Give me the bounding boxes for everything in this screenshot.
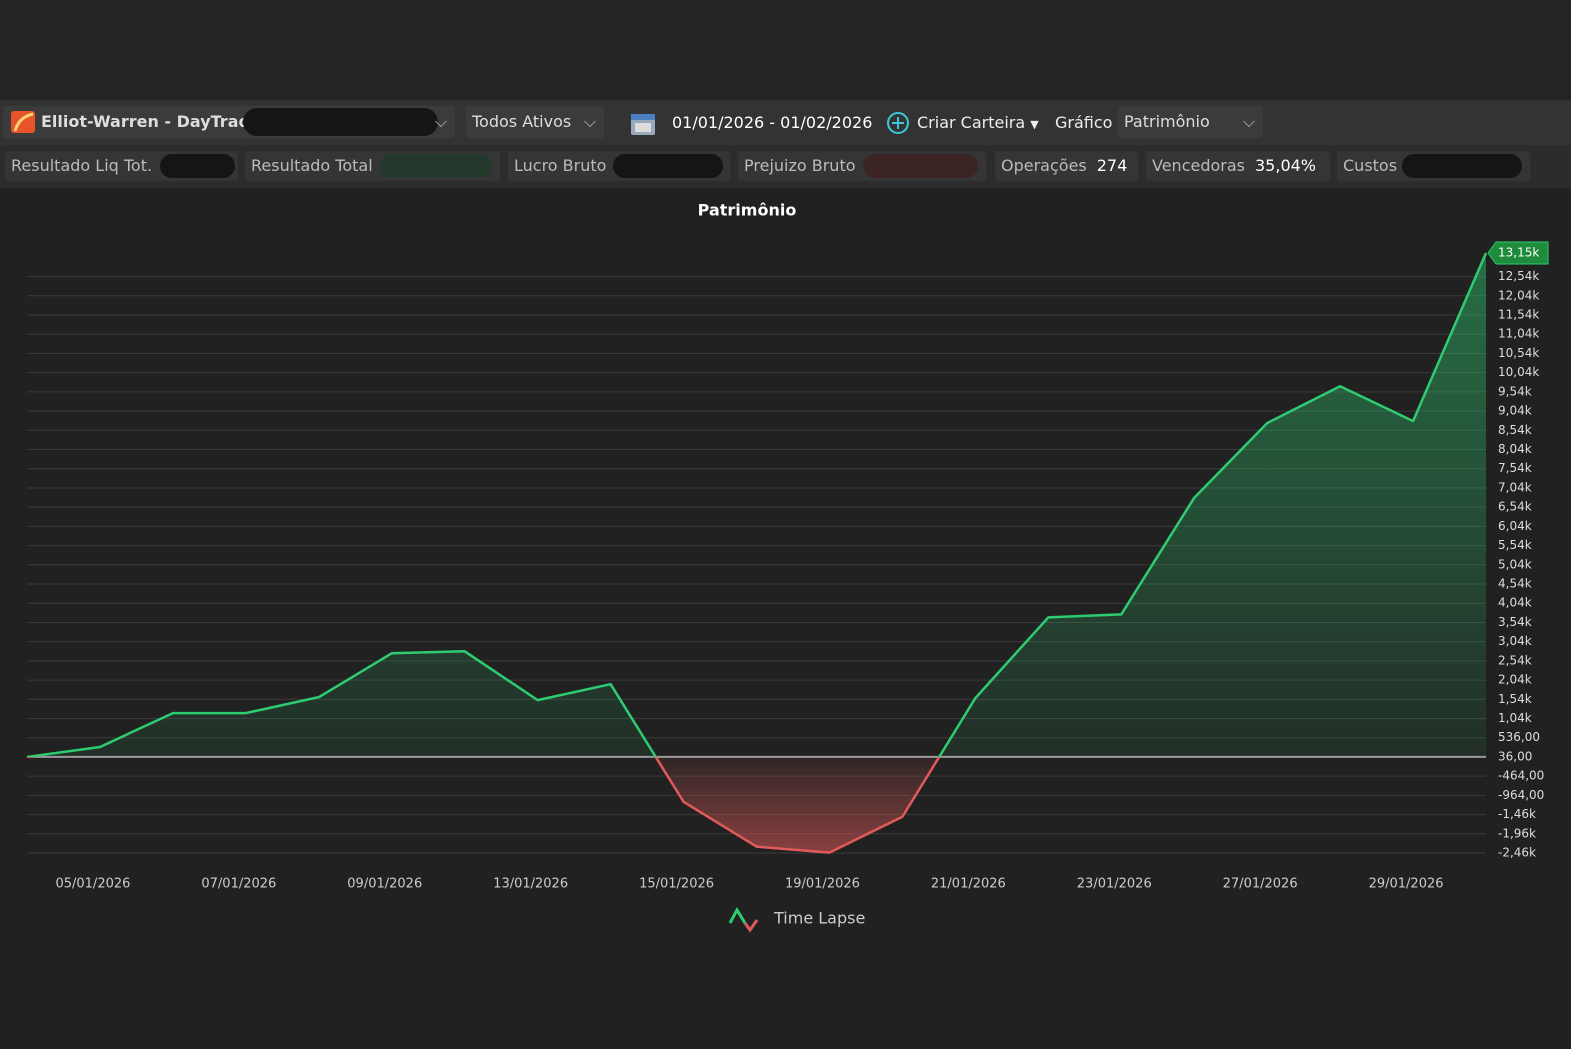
y-tick-label: 2,54k bbox=[1498, 653, 1532, 667]
x-tick-label: 29/01/2026 bbox=[1369, 877, 1444, 892]
title-area bbox=[0, 0, 1571, 100]
redaction bbox=[243, 108, 438, 136]
redaction bbox=[160, 154, 235, 178]
stat-label: Resultado Total bbox=[251, 156, 373, 175]
chart-label: Gráfico bbox=[1055, 113, 1113, 132]
x-tick-label: 09/01/2026 bbox=[347, 877, 422, 892]
y-tick-label: 536,00 bbox=[1498, 730, 1540, 744]
account-select[interactable]: Elliot-Warren - DayTrade ⌵ bbox=[3, 106, 455, 138]
x-tick-label: 07/01/2026 bbox=[201, 877, 276, 892]
y-tick-label: -1,46k bbox=[1498, 807, 1536, 821]
stat: Vencedoras 35,04% bbox=[1146, 151, 1330, 181]
chart-select[interactable]: Patrimônio ⌵ bbox=[1118, 106, 1263, 138]
current-value-tag bbox=[1487, 241, 1549, 265]
y-tick-label: 11,54k bbox=[1498, 308, 1539, 322]
y-tick-label: 4,04k bbox=[1498, 596, 1532, 610]
y-tick-label: 2,04k bbox=[1498, 673, 1532, 687]
y-tick-label: 36,00 bbox=[1498, 749, 1532, 763]
x-tick-label: 15/01/2026 bbox=[639, 877, 714, 892]
create-text: Criar Carteira bbox=[917, 113, 1026, 132]
current-value-label: 13,15k bbox=[1498, 246, 1539, 260]
stats-bar: Resultado Liq Tot. Resultado Total Lucro… bbox=[0, 145, 1571, 188]
x-tick-label: 05/01/2026 bbox=[55, 877, 130, 892]
calendar-icon[interactable] bbox=[630, 110, 656, 136]
y-tick-label: 1,54k bbox=[1498, 692, 1532, 706]
stat-value: 35,04% bbox=[1255, 156, 1317, 175]
y-tick-label: 5,04k bbox=[1498, 557, 1532, 571]
y-tick-label: -1,96k bbox=[1498, 826, 1536, 840]
area bbox=[27, 253, 1486, 853]
stat: Prejuizo Bruto bbox=[738, 151, 986, 181]
dropdown-arrow: ⌵ bbox=[583, 112, 596, 131]
y-tick-label: 11,04k bbox=[1498, 327, 1539, 341]
y-tick-label: 12,54k bbox=[1498, 269, 1539, 283]
dropdown-arrow: ⌵ bbox=[1242, 112, 1255, 131]
stat-label: Custos bbox=[1343, 156, 1398, 175]
y-tick-label: -2,46k bbox=[1498, 846, 1536, 860]
legend-label: Time Lapse bbox=[773, 909, 865, 928]
plus-icon bbox=[887, 112, 909, 134]
create-button[interactable]: Criar Carteira ▼ bbox=[917, 100, 1039, 147]
stat-label: Resultado Liq Tot. bbox=[11, 156, 153, 175]
y-tick-label: 4,54k bbox=[1498, 577, 1532, 591]
chart-select-text: Patrimônio bbox=[1124, 112, 1210, 131]
y-tick-label: 8,54k bbox=[1498, 423, 1532, 437]
y-tick-label: 7,04k bbox=[1498, 480, 1532, 494]
redaction bbox=[863, 154, 978, 178]
y-tick-label: -964,00 bbox=[1498, 788, 1544, 802]
chart: Patrimônio -2,46k -1,96k -1,46k -964,00 -464… bbox=[26, 201, 1549, 933]
y-tick-label: 10,04k bbox=[1498, 365, 1539, 379]
x-tick-label: 27/01/2026 bbox=[1223, 877, 1298, 892]
y-tick-label: -464,00 bbox=[1498, 769, 1544, 783]
redaction bbox=[613, 154, 723, 178]
assets-text: Todos Ativos bbox=[472, 112, 572, 131]
account-name: Elliot-Warren - DayTrade bbox=[41, 112, 261, 131]
stat: Lucro Bruto bbox=[508, 151, 730, 181]
stat: Operações 274 bbox=[995, 151, 1138, 181]
stat-value: 274 bbox=[1096, 156, 1128, 175]
legend-icon bbox=[743, 919, 759, 933]
redaction bbox=[1402, 154, 1522, 178]
legend-icon bbox=[728, 906, 747, 924]
stat-label: Lucro Bruto bbox=[514, 156, 607, 175]
y-tick-label: 12,04k bbox=[1498, 288, 1539, 302]
caret: ▼ bbox=[1030, 118, 1039, 131]
y-tick-label: 6,04k bbox=[1498, 519, 1532, 533]
y-tick-label: 3,04k bbox=[1498, 634, 1532, 648]
y-tick-label: 7,54k bbox=[1498, 461, 1532, 475]
stat: Custos bbox=[1337, 151, 1530, 181]
x-tick-label: 19/01/2026 bbox=[785, 877, 860, 892]
x-tick-label: 13/01/2026 bbox=[493, 877, 568, 892]
y-tick-label: 1,04k bbox=[1498, 711, 1532, 725]
date-range[interactable]: 01/01/2026 - 01/02/2026 bbox=[672, 113, 873, 132]
stat: Resultado Total bbox=[245, 151, 500, 181]
chart-title: Patrimônio bbox=[698, 201, 797, 220]
y-tick-label: 10,54k bbox=[1498, 346, 1539, 360]
stat-label: Vencedoras bbox=[1152, 156, 1245, 175]
line bbox=[26, 252, 1488, 854]
stat: Resultado Liq Tot. bbox=[5, 151, 238, 181]
y-tick-label: 9,04k bbox=[1498, 404, 1532, 418]
stat-label: Prejuizo Bruto bbox=[744, 156, 856, 175]
x-tick-label: 21/01/2026 bbox=[931, 877, 1006, 892]
stat-label: Operações bbox=[1001, 156, 1087, 175]
y-tick-label: 5,54k bbox=[1498, 538, 1532, 552]
y-tick-label: 3,54k bbox=[1498, 615, 1532, 629]
y-tick-label: 8,04k bbox=[1498, 442, 1532, 456]
account-icon bbox=[11, 111, 35, 133]
toolbar: Elliot-Warren - DayTrade ⌵ Todos Ativos ⌵… bbox=[0, 100, 1571, 145]
assets-select[interactable]: Todos Ativos ⌵ bbox=[466, 106, 604, 138]
x-tick-label: 23/01/2026 bbox=[1077, 877, 1152, 892]
redaction bbox=[380, 154, 492, 178]
dropdown-arrow: ⌵ bbox=[434, 112, 447, 131]
y-tick-label: 6,54k bbox=[1498, 500, 1532, 514]
y-tick-label: 9,54k bbox=[1498, 384, 1532, 398]
